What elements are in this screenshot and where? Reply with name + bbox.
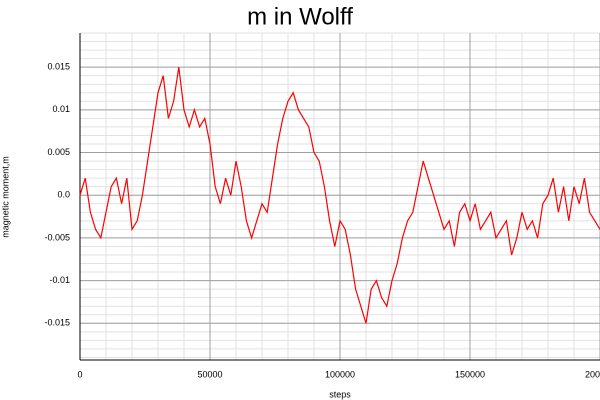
- x-tick-label: 0: [77, 369, 82, 379]
- x-tick-label: 100000: [325, 369, 355, 379]
- y-tick-label: 0.015: [47, 62, 70, 72]
- data-line: [79, 67, 600, 324]
- y-tick-label: -0.005: [44, 232, 70, 242]
- x-tick-label: 150000: [455, 369, 485, 379]
- y-tick-label: -0.01: [49, 275, 70, 285]
- chart-title: m in Wolff: [247, 3, 353, 30]
- x-tick-label: 200000: [585, 369, 600, 379]
- x-tick-label: 50000: [197, 369, 222, 379]
- x-axis-label: steps: [329, 389, 351, 399]
- y-tick-label: 0.01: [52, 104, 70, 114]
- y-tick-label: 0.0: [57, 190, 70, 200]
- y-tick-label: -0.015: [44, 318, 70, 328]
- y-tick-label: 0.005: [47, 147, 70, 157]
- y-axis-label: magnetic moment,m: [0, 156, 10, 238]
